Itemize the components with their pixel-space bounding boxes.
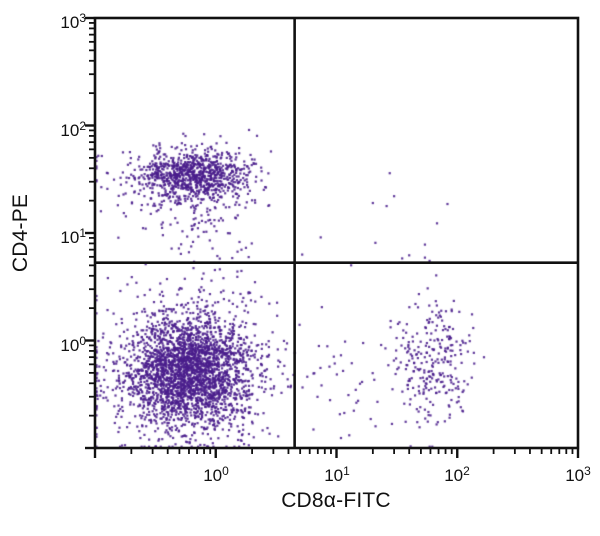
x-tick-label: 103	[565, 464, 591, 485]
x-tick-label: 101	[324, 464, 350, 485]
x-tick-label: 102	[444, 464, 470, 485]
y-tick-label: 101	[60, 226, 86, 247]
y-axis-label: CD4-PE	[9, 193, 32, 273]
plot-border	[93, 16, 580, 450]
y-tick-label: 100	[60, 334, 86, 355]
axis-ticks	[85, 16, 580, 458]
y-tick-label: 103	[60, 11, 86, 32]
x-axis-label: CD8α-FITC	[281, 489, 391, 512]
y-tick-label: 102	[60, 119, 86, 140]
x-tick-label: 100	[203, 464, 229, 485]
